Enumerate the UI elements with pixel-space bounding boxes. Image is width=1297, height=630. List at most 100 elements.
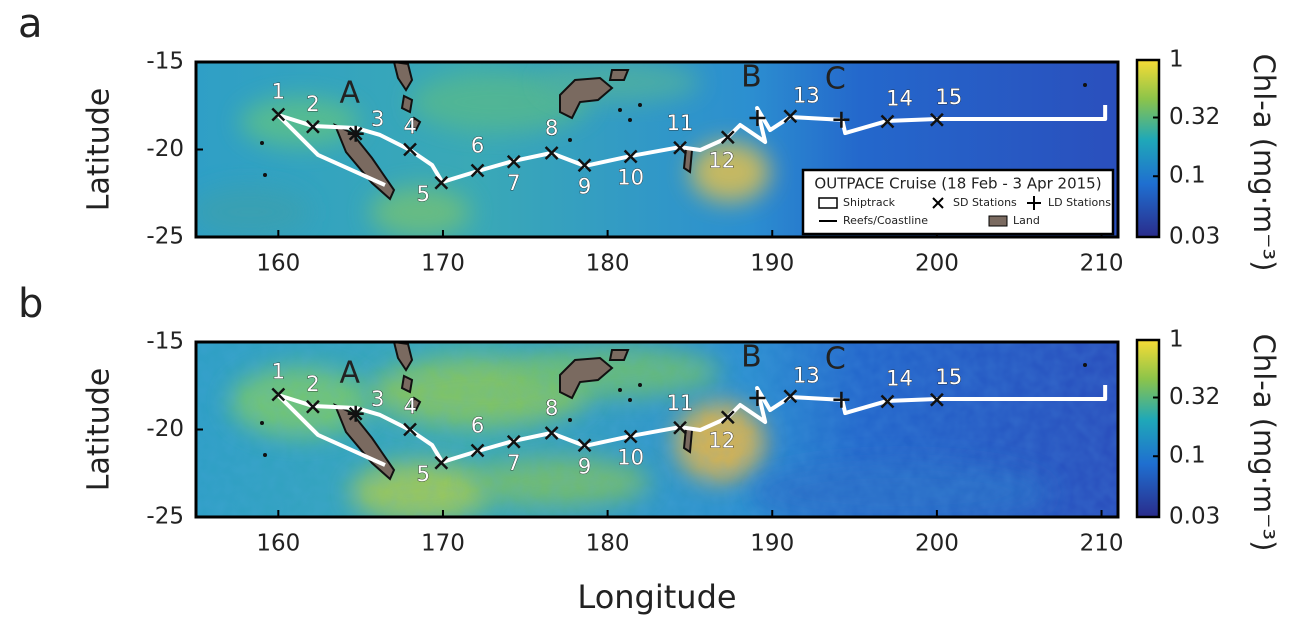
colorbar-tick-label: 0.03 <box>1169 504 1220 530</box>
reef <box>628 118 632 122</box>
ld-station <box>749 390 766 406</box>
reef <box>618 388 622 392</box>
legend-entry: Shiptrack <box>843 196 896 209</box>
land-shape <box>392 60 414 92</box>
sd-station <box>403 142 417 157</box>
x-tick-label: 160 <box>256 531 300 557</box>
y-axis-label: Latitude <box>82 368 117 491</box>
sd-station <box>506 434 521 449</box>
reef <box>568 138 572 142</box>
station-label: 10 <box>617 166 644 190</box>
colorbar-tick-label: 0.1 <box>1169 163 1206 189</box>
land-shape <box>559 356 614 400</box>
chl-patch <box>196 187 310 237</box>
ld-station <box>347 125 364 142</box>
x-tick-label: 180 <box>586 251 630 277</box>
sd-station <box>673 140 687 155</box>
land-shape <box>608 349 630 361</box>
sd-station <box>506 154 521 169</box>
land-shape <box>409 396 422 412</box>
sd-station <box>577 438 592 453</box>
station-label: 13 <box>793 363 820 387</box>
colorbar <box>1135 338 1161 519</box>
y-tick-label: -20 <box>146 136 184 162</box>
colorbar-tick-label: 1 <box>1169 327 1184 353</box>
y-tick-label: -15 <box>146 329 184 355</box>
sd-station <box>673 420 687 435</box>
station-label: 8 <box>545 116 558 140</box>
ld-station-label: C <box>825 341 846 376</box>
station-label: 10 <box>617 446 644 470</box>
sd-station <box>434 455 449 470</box>
colorbar-tick-label: 0.03 <box>1169 224 1220 250</box>
colorbar-tick-label: 1 <box>1169 47 1184 73</box>
x-tick-label: 210 <box>1080 251 1124 277</box>
reef <box>638 383 642 387</box>
ld-station <box>749 110 766 126</box>
legend-swatch <box>932 197 944 209</box>
reef <box>628 398 632 402</box>
ld-station-label: C <box>825 61 846 96</box>
sd-station <box>271 107 286 122</box>
sd-station <box>271 387 286 402</box>
x-tick-label: 210 <box>1080 531 1124 557</box>
station-label: 1 <box>272 80 285 104</box>
sd-station <box>880 114 895 129</box>
land-shape <box>559 76 614 120</box>
sd-station <box>434 175 449 190</box>
y-tick-label: -25 <box>146 224 184 250</box>
ld-station-label: B <box>741 340 762 375</box>
land-shape <box>400 374 414 394</box>
y-tick-label: -25 <box>146 504 184 530</box>
station-label: 13 <box>793 83 820 107</box>
y-tick-label: -15 <box>146 49 184 75</box>
station-label: 4 <box>403 395 416 419</box>
station-label: 1 <box>272 360 285 384</box>
land-shape <box>400 94 414 114</box>
sd-station <box>880 394 895 409</box>
sd-station <box>720 130 735 145</box>
colorbar-label: Chl-a (mg·m⁻³) <box>1247 54 1281 272</box>
chl-patch <box>690 142 770 202</box>
sd-station <box>783 109 798 124</box>
y-axis-label: Latitude <box>82 88 117 211</box>
colorbar-tick-label: 0.32 <box>1169 384 1220 410</box>
map-panel: 160 170 180 190 200 210-15-20-25bLatitudeLong… <box>18 281 1281 616</box>
sd-station <box>623 149 638 164</box>
x-tick-label: 200 <box>915 531 959 557</box>
station-label: 3 <box>371 387 384 411</box>
reef <box>618 108 622 112</box>
reef <box>1083 83 1087 87</box>
sd-station <box>783 389 798 404</box>
x-tick-label: 200 <box>915 251 959 277</box>
station-label: 9 <box>578 174 591 198</box>
sd-station <box>577 158 592 173</box>
station-label: 11 <box>667 111 694 135</box>
x-tick-label: 190 <box>750 251 794 277</box>
ld-station-label: A <box>339 75 360 110</box>
colorbar-tick-label: 0.1 <box>1169 443 1206 469</box>
reef <box>263 453 267 457</box>
reef <box>638 103 642 107</box>
sd-station <box>470 443 485 458</box>
ld-station-label: B <box>741 60 762 95</box>
x-tick-label: 190 <box>750 531 794 557</box>
station-label: 15 <box>936 365 963 389</box>
chl-patch <box>370 187 470 237</box>
sd-station <box>403 422 417 437</box>
colorbar <box>1135 58 1161 239</box>
station-label: 8 <box>545 396 558 420</box>
sd-station <box>306 399 320 414</box>
legend-swatch <box>818 197 838 209</box>
sd-station <box>623 429 638 444</box>
station-label: 2 <box>306 92 319 116</box>
land-shape <box>409 116 422 132</box>
x-axis-label: Longitude <box>577 578 736 616</box>
legend-entry: Land <box>1013 214 1040 227</box>
station-label: 9 <box>578 454 591 478</box>
legend-entry: SD Stations <box>953 196 1017 209</box>
x-tick-label: 170 <box>421 251 465 277</box>
sd-station <box>470 163 485 178</box>
ld-station <box>347 405 364 422</box>
